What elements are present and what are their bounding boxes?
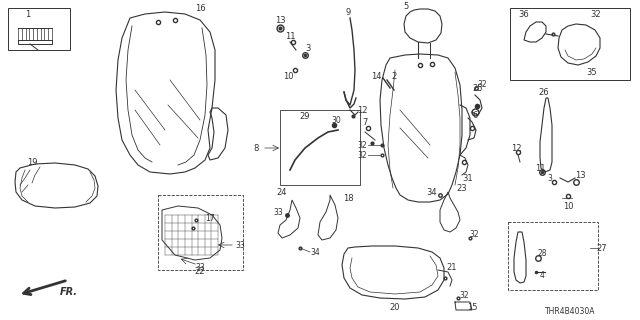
Text: 23: 23 <box>457 183 467 193</box>
Text: 10: 10 <box>283 71 293 81</box>
Text: 8: 8 <box>253 143 259 153</box>
Text: 14: 14 <box>371 71 381 81</box>
Text: 11: 11 <box>285 31 295 41</box>
Text: 31: 31 <box>463 173 474 182</box>
Bar <box>510 8 630 80</box>
Text: 9: 9 <box>346 7 351 17</box>
Text: 34: 34 <box>310 247 320 257</box>
Text: 11: 11 <box>535 164 545 172</box>
Text: 16: 16 <box>195 4 205 12</box>
Text: 32: 32 <box>357 140 367 149</box>
Bar <box>280 110 360 185</box>
Text: 30: 30 <box>331 116 341 124</box>
Text: 15: 15 <box>467 303 477 313</box>
Text: 12: 12 <box>356 106 367 115</box>
Text: 33: 33 <box>273 207 283 217</box>
Text: 35: 35 <box>587 68 597 76</box>
Text: 19: 19 <box>27 157 37 166</box>
Text: 10: 10 <box>563 202 573 211</box>
Text: 34: 34 <box>427 188 437 196</box>
Text: 22: 22 <box>195 268 205 276</box>
Text: 2: 2 <box>392 71 397 81</box>
Text: 28: 28 <box>537 250 547 259</box>
Text: 36: 36 <box>518 10 529 19</box>
Text: 12: 12 <box>511 143 521 153</box>
Text: 17: 17 <box>205 213 215 222</box>
Text: 5: 5 <box>403 2 408 11</box>
Text: FR.: FR. <box>60 287 78 297</box>
Text: 21: 21 <box>447 263 457 273</box>
Text: 32: 32 <box>477 79 487 89</box>
Text: THR4B4030A: THR4B4030A <box>545 308 595 316</box>
Bar <box>158 195 243 270</box>
Bar <box>8 8 70 50</box>
Text: 25: 25 <box>473 84 483 92</box>
Text: 3: 3 <box>305 44 310 52</box>
Text: 32: 32 <box>469 229 479 238</box>
Text: 24: 24 <box>276 188 287 196</box>
Text: 33: 33 <box>195 263 205 273</box>
Text: 32: 32 <box>591 10 602 19</box>
Text: 18: 18 <box>342 194 353 203</box>
Text: 26: 26 <box>539 87 549 97</box>
Text: 29: 29 <box>300 111 310 121</box>
Text: 4: 4 <box>540 270 545 279</box>
Text: 13: 13 <box>275 15 285 25</box>
Text: 33: 33 <box>235 241 245 250</box>
Text: 32: 32 <box>459 292 469 300</box>
Text: 6: 6 <box>472 110 477 119</box>
Text: 32: 32 <box>357 150 367 159</box>
Text: 13: 13 <box>575 171 586 180</box>
Text: 27: 27 <box>596 244 607 252</box>
Text: 20: 20 <box>390 303 400 313</box>
Text: 3: 3 <box>548 173 552 182</box>
Text: 7: 7 <box>362 117 368 126</box>
Text: 1: 1 <box>26 10 31 19</box>
Bar <box>508 222 598 290</box>
